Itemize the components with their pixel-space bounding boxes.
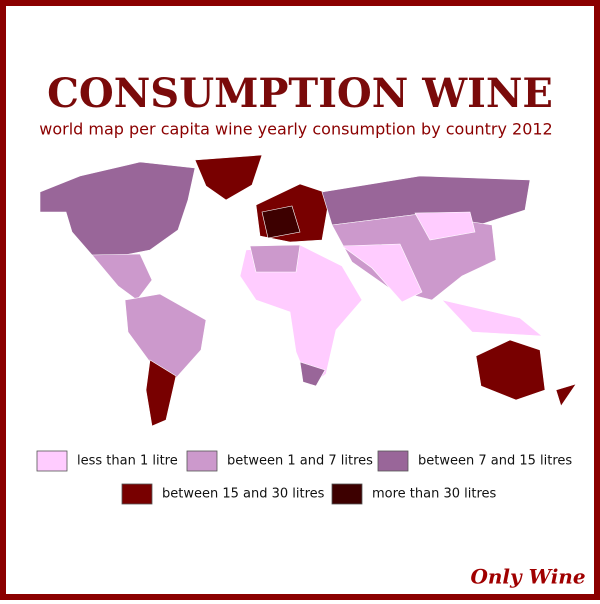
greenland xyxy=(194,154,263,201)
legend-swatch xyxy=(331,483,363,505)
logo: Only Wine xyxy=(470,565,585,589)
south-africa xyxy=(299,361,326,387)
southeast-asia xyxy=(441,299,543,337)
mongolia xyxy=(414,211,476,241)
legend-swatch xyxy=(36,450,68,472)
north-america xyxy=(39,161,196,259)
south-america xyxy=(124,293,207,379)
north-africa xyxy=(249,244,301,273)
world-map xyxy=(39,154,577,427)
legend-label: between 15 and 30 litres xyxy=(162,487,325,502)
legend-label: less than 1 litre xyxy=(77,454,178,469)
legend-swatch xyxy=(186,450,218,472)
subtitle: world map per capita wine yearly consump… xyxy=(39,120,552,139)
title: CONSUMPTION WINE xyxy=(47,70,553,117)
central-america xyxy=(91,253,153,301)
new-zealand xyxy=(555,383,577,407)
legend: less than 1 litre between 1 and 7 litres b… xyxy=(36,450,572,505)
legend-swatch xyxy=(121,483,153,505)
legend-label: between 1 and 7 litres xyxy=(227,454,373,469)
legend-label: more than 30 litres xyxy=(372,487,497,502)
australia xyxy=(475,339,546,401)
legend-swatch xyxy=(377,450,409,472)
western-europe xyxy=(261,205,301,239)
legend-label: between 7 and 15 litres xyxy=(418,454,572,469)
middle-east-india xyxy=(341,243,423,303)
argentina-chile xyxy=(145,359,177,427)
